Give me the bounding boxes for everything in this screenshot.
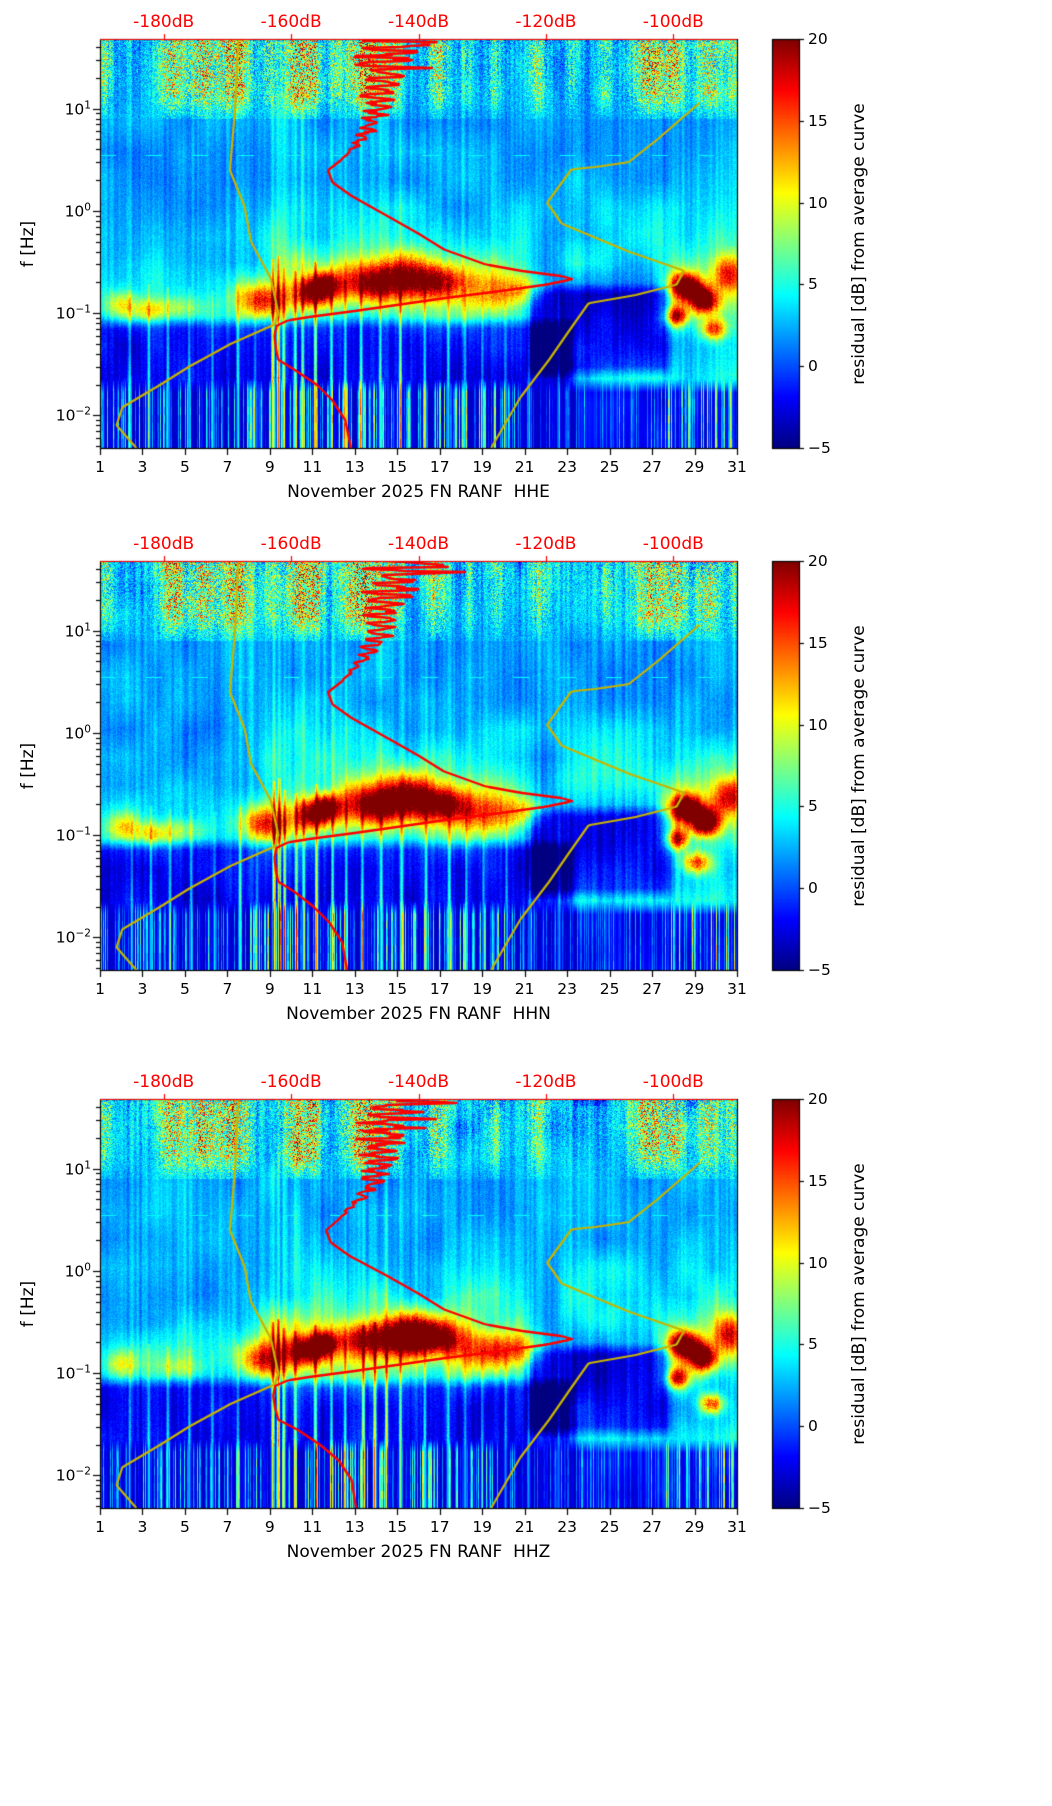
panel-hhz: -180dB -160dB -140dB -120dB -100dB 101 100 10−1… [0,1060,1052,1572]
panel-hhn: -180dB -160dB -140dB -120dB -100dB 101 100 10−1… [0,522,1052,1034]
spectrogram-canvas-hhn [0,522,1052,992]
panel-hhe: -180dB -160dB -140dB -120dB -100dB 101 100 10−1… [0,0,1052,512]
xlabel: November 2025 FN RANF HHZ [286,1542,551,1562]
spectrogram-canvas-hhz [0,1060,1052,1530]
xlabel: November 2025 FN RANF HHE [287,482,550,502]
spectrogram-canvas-hhe [0,0,1052,470]
xlabel: November 2025 FN RANF HHN [286,1004,551,1024]
